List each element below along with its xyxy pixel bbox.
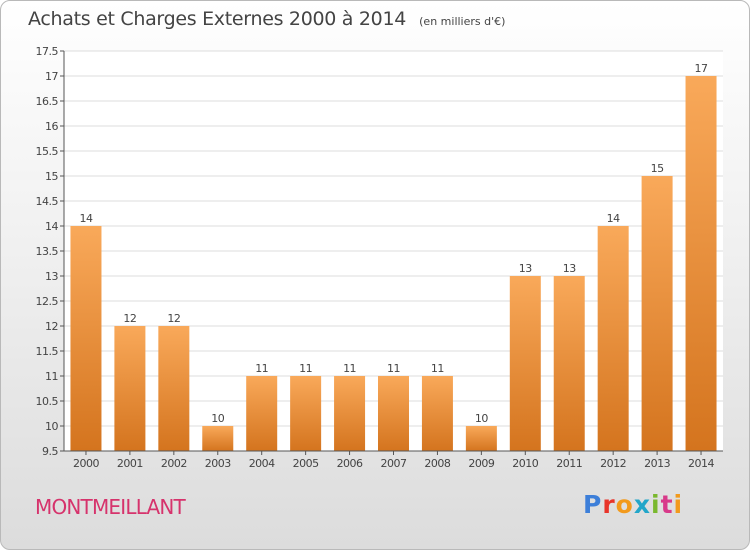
data-label: 13: [563, 262, 576, 275]
chart-title: Achats et Charges Externes 2000 à 2014: [28, 8, 407, 30]
y-tick-label: 9.5: [42, 445, 58, 458]
data-label: 10: [475, 412, 488, 425]
x-tick-label: 2008: [424, 457, 450, 470]
data-label: 11: [387, 362, 400, 375]
logo-letter: o: [615, 490, 634, 519]
logo-letter: i: [673, 490, 684, 519]
data-label: 11: [431, 362, 444, 375]
bars: 14 12 12 10 11 11 11 11 11 10 13 13 14 15 17: [70, 62, 717, 451]
x-tick-label: 2011: [556, 457, 582, 470]
data-label: 14: [79, 212, 92, 225]
bar: [509, 276, 541, 451]
data-label: 14: [607, 212, 620, 225]
bar: [378, 376, 409, 451]
x-tick-label: 2004: [249, 457, 275, 470]
data-label: 11: [343, 362, 356, 375]
bar: [202, 426, 234, 451]
y-tick-label: 17: [45, 70, 58, 83]
x-tick-label: 2000: [73, 457, 99, 470]
logo-letter: t: [660, 490, 674, 519]
x-tick-label: 2006: [337, 457, 363, 470]
bar: [246, 376, 278, 451]
data-label: 11: [255, 362, 268, 375]
x-tick-label: 2012: [600, 457, 626, 470]
title-row: Achats et Charges Externes 2000 à 2014 (…: [28, 8, 505, 30]
x-tick-label: 2005: [293, 457, 319, 470]
data-label: 11: [299, 362, 312, 375]
y-tick-label: 12: [45, 320, 58, 333]
y-tick-label: 13: [45, 270, 58, 283]
bar: [553, 276, 585, 451]
y-tick-label: 14: [45, 220, 58, 233]
y-tick-label: 12.5: [36, 295, 59, 308]
data-label: 17: [695, 62, 708, 75]
y-tick-label: 13.5: [36, 245, 59, 258]
proxiti-logo[interactable]: Proxiti: [583, 490, 683, 519]
bar: [421, 376, 453, 451]
y-tick-label: 16: [45, 120, 58, 133]
logo-letter: r: [602, 490, 616, 519]
x-tick-label: 2010: [512, 457, 538, 470]
data-label: 15: [651, 162, 664, 175]
bar: [641, 176, 673, 451]
y-tick-label: 11: [45, 370, 58, 383]
chart-subtitle: (en milliers d'€): [419, 15, 506, 28]
y-tick-label: 11.5: [36, 345, 59, 358]
axes: 9.5 10 10.5 11 11.5 12 12.5 13 13.5 14 14.5 15 15.5 1…: [36, 45, 723, 470]
x-tick-label: 2002: [161, 457, 187, 470]
bar: [158, 326, 190, 451]
x-tick-label: 2009: [468, 457, 494, 470]
commune-name: MONTMEILLANT: [35, 495, 186, 519]
x-tick-label: 2007: [381, 457, 407, 470]
data-label: 10: [211, 412, 224, 425]
data-label: 12: [123, 312, 136, 325]
y-tick-label: 10.5: [36, 395, 59, 408]
bar: [114, 326, 146, 451]
bar: [290, 376, 322, 451]
x-tick-label: 2014: [688, 457, 714, 470]
y-tick-label: 14.5: [36, 195, 59, 208]
bar: [465, 426, 497, 451]
logo-letter: x: [633, 490, 651, 519]
bar: [334, 376, 366, 451]
bar: [70, 226, 102, 451]
bar: [597, 226, 629, 451]
x-tick-label: 2001: [117, 457, 143, 470]
x-tick-label: 2013: [644, 457, 670, 470]
bar: [685, 76, 717, 451]
data-label: 13: [519, 262, 532, 275]
y-tick-label: 15: [45, 170, 58, 183]
y-tick-label: 15.5: [36, 145, 59, 158]
y-tick-label: 16.5: [36, 95, 59, 108]
y-tick-label: 17.5: [36, 45, 59, 58]
x-tick-label: 2003: [205, 457, 231, 470]
logo-letter: i: [651, 490, 661, 519]
logo-letter: P: [583, 490, 603, 519]
y-tick-label: 10: [45, 420, 58, 433]
data-label: 12: [167, 312, 180, 325]
